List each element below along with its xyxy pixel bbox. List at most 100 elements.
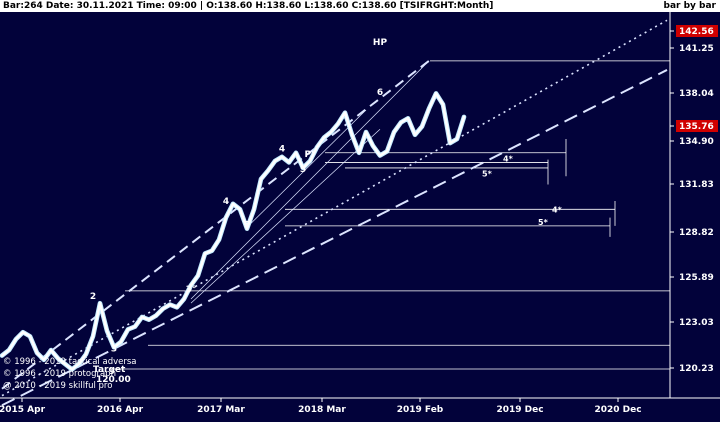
data-point xyxy=(127,328,129,330)
data-point xyxy=(197,274,199,277)
data-point xyxy=(351,134,353,136)
data-point xyxy=(169,303,171,306)
data-point xyxy=(57,357,59,359)
data-point xyxy=(225,217,227,219)
data-point xyxy=(99,302,101,304)
data-point xyxy=(162,308,164,310)
fan-line xyxy=(190,60,430,300)
data-point xyxy=(288,161,290,164)
wave-label: 4 xyxy=(223,197,229,207)
data-point xyxy=(29,335,31,337)
copyright-line: © 1996 - 2019 protograph xyxy=(3,369,116,379)
data-point xyxy=(435,92,437,95)
y-tick-label: 125.89 xyxy=(679,273,714,283)
data-point xyxy=(379,154,381,157)
data-point xyxy=(134,326,136,328)
x-tick-label: 2017 Mar xyxy=(197,405,245,415)
wave-label: P° xyxy=(304,150,315,160)
data-point xyxy=(302,167,304,169)
x-tick-label: 2018 Mar xyxy=(298,405,346,415)
x-tick-label: 2015 Apr xyxy=(0,405,46,415)
data-point xyxy=(260,178,262,180)
data-point xyxy=(295,152,297,154)
bar-info: Bar:264 Date: 30.11.2021 Time: 09:00 | O… xyxy=(3,1,494,11)
wave-label: 6 xyxy=(377,88,383,98)
wave-label: HP xyxy=(373,38,388,48)
y-tick-label: 123.03 xyxy=(679,318,714,328)
data-point xyxy=(71,368,73,371)
data-point xyxy=(274,160,276,162)
price-line-glow xyxy=(0,91,467,372)
data-point xyxy=(393,131,395,133)
data-point xyxy=(113,346,115,348)
wave-label: 3 xyxy=(111,344,117,354)
data-point xyxy=(148,319,150,321)
x-tick-label: 2020 Dec xyxy=(594,405,641,415)
data-point xyxy=(372,145,374,147)
data-point xyxy=(85,353,87,355)
data-point xyxy=(8,349,10,351)
lower-channel-line xyxy=(1,69,668,407)
target-label: 5* xyxy=(482,169,493,178)
data-point xyxy=(253,208,255,210)
data-point xyxy=(442,103,444,106)
data-point xyxy=(141,316,143,318)
data-point xyxy=(36,352,38,354)
y-tick-label: 134.90 xyxy=(679,137,714,147)
data-point xyxy=(204,252,206,255)
data-point xyxy=(365,131,367,133)
x-tick-label: 2019 Dec xyxy=(496,405,543,415)
data-point xyxy=(155,314,157,317)
target-value: 120.00 xyxy=(96,375,131,385)
data-point xyxy=(421,125,423,128)
data-point xyxy=(449,142,451,144)
wave-label: 5 xyxy=(300,165,306,175)
wave-label: 4 xyxy=(279,144,285,154)
data-point xyxy=(428,107,430,110)
target-label: 5* xyxy=(538,218,549,227)
copyright-line: @ 2010 - 2019 skillful pro xyxy=(3,381,112,391)
data-point xyxy=(337,123,339,125)
data-point xyxy=(400,121,402,123)
y-tick-label: 138.04 xyxy=(679,89,714,99)
data-point xyxy=(120,341,122,343)
data-point xyxy=(218,239,220,241)
data-point xyxy=(309,160,311,162)
fan-line xyxy=(246,109,367,228)
data-point xyxy=(330,131,332,133)
wave-label: 5 xyxy=(244,220,250,230)
data-point xyxy=(344,112,346,114)
data-point xyxy=(190,284,192,286)
data-point xyxy=(92,335,94,337)
data-point xyxy=(407,117,409,119)
y-tick-label: 141.25 xyxy=(679,44,714,54)
data-point xyxy=(15,338,17,340)
target-label: 4* xyxy=(552,205,563,214)
y-tick-label: 131.83 xyxy=(679,180,714,190)
x-tick-label: 2019 Feb xyxy=(397,405,444,415)
dotted-trend-line xyxy=(1,19,668,397)
data-point xyxy=(463,116,465,118)
data-point xyxy=(78,363,80,365)
target-label: 4* xyxy=(503,154,514,163)
data-point xyxy=(50,349,52,351)
data-point xyxy=(1,355,3,357)
data-point xyxy=(323,136,325,139)
mode-label: bar by bar xyxy=(663,1,716,11)
data-point xyxy=(414,134,416,136)
data-point xyxy=(22,331,24,333)
data-point xyxy=(239,208,241,210)
y-tick-label: 128.82 xyxy=(679,228,714,238)
data-point xyxy=(211,250,213,252)
data-point xyxy=(456,138,458,140)
target-caption: Target xyxy=(93,365,126,375)
data-point xyxy=(246,228,248,230)
data-point xyxy=(281,156,283,158)
data-point xyxy=(64,363,66,365)
wave-label: 2 xyxy=(90,292,96,302)
data-point xyxy=(267,170,269,172)
copyright-line: © 1996 - 2019 tactical adversa xyxy=(3,357,137,367)
data-point xyxy=(232,203,234,205)
data-point xyxy=(183,298,185,300)
